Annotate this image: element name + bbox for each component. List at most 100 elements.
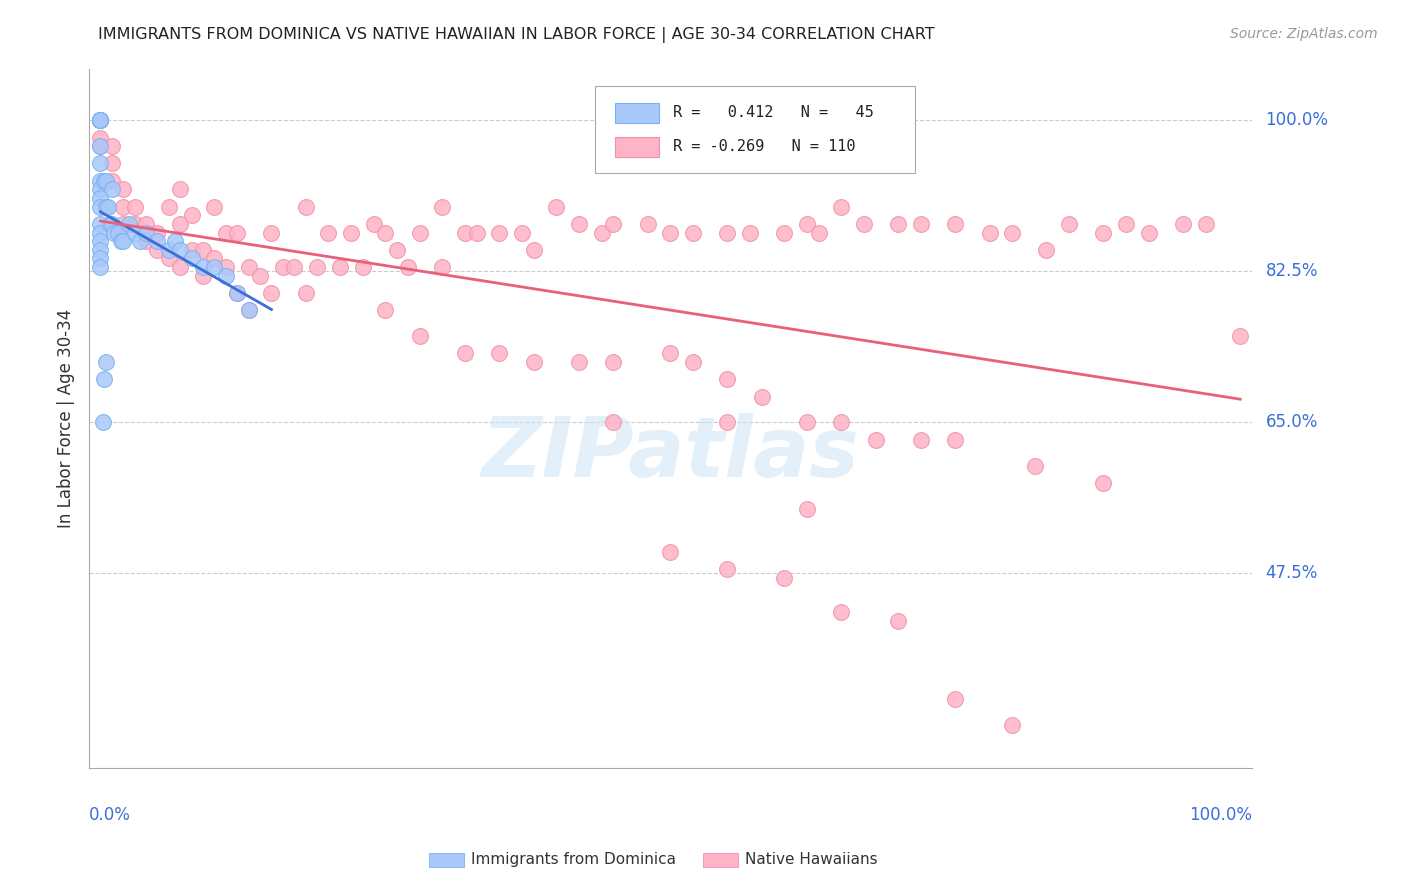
Point xyxy=(716,372,738,386)
Point xyxy=(146,226,169,240)
Point xyxy=(716,226,738,240)
Point xyxy=(943,433,966,447)
Point xyxy=(374,226,396,240)
Text: Native Hawaiians: Native Hawaiians xyxy=(745,853,877,867)
Point xyxy=(89,113,111,128)
Point xyxy=(488,226,510,240)
Point xyxy=(510,226,533,240)
Point xyxy=(352,260,374,274)
Point xyxy=(454,226,477,240)
Point xyxy=(89,217,111,231)
Point xyxy=(238,303,260,318)
Point xyxy=(101,156,124,170)
Point xyxy=(226,226,249,240)
Text: Source: ZipAtlas.com: Source: ZipAtlas.com xyxy=(1230,27,1378,41)
Point xyxy=(89,113,111,128)
Point xyxy=(107,226,129,240)
Point xyxy=(163,234,186,248)
Point xyxy=(103,226,125,240)
Point xyxy=(682,226,704,240)
Text: 65.0%: 65.0% xyxy=(1265,413,1317,432)
Point xyxy=(89,200,111,214)
Point xyxy=(374,303,396,318)
Point xyxy=(89,156,111,170)
Point xyxy=(157,243,180,257)
Point xyxy=(118,217,141,231)
Point xyxy=(523,355,546,369)
Point xyxy=(249,268,271,283)
Point xyxy=(318,226,340,240)
Point xyxy=(853,217,876,231)
Point xyxy=(96,200,118,214)
Point xyxy=(191,243,214,257)
Point xyxy=(260,285,283,300)
Point xyxy=(169,182,191,196)
Point xyxy=(169,260,191,274)
Point xyxy=(1001,226,1024,240)
Point xyxy=(204,260,226,274)
FancyBboxPatch shape xyxy=(595,86,914,173)
Point xyxy=(204,200,226,214)
Point xyxy=(226,285,249,300)
Point xyxy=(93,372,115,386)
Point xyxy=(112,234,135,248)
Point xyxy=(523,243,546,257)
Point xyxy=(716,562,738,576)
Point xyxy=(807,226,830,240)
Point xyxy=(568,355,591,369)
Point xyxy=(101,182,124,196)
Point xyxy=(157,252,180,266)
Point xyxy=(112,217,135,231)
Point xyxy=(101,139,124,153)
Point xyxy=(465,226,488,240)
Point xyxy=(146,243,169,257)
Point xyxy=(1092,475,1115,490)
Point xyxy=(89,174,111,188)
Point xyxy=(1024,458,1046,473)
Y-axis label: In Labor Force | Age 30-34: In Labor Force | Age 30-34 xyxy=(58,309,75,528)
Point xyxy=(191,268,214,283)
Point xyxy=(1173,217,1195,231)
Bar xyxy=(614,137,659,157)
Point xyxy=(1195,217,1218,231)
Text: 82.5%: 82.5% xyxy=(1265,262,1317,280)
Point xyxy=(1001,717,1024,731)
Point xyxy=(97,200,120,214)
Point xyxy=(89,243,111,257)
Point xyxy=(89,226,111,240)
Point xyxy=(135,217,157,231)
Point xyxy=(89,130,111,145)
Point xyxy=(129,234,152,248)
Point xyxy=(124,217,146,231)
Point xyxy=(979,226,1001,240)
Point xyxy=(89,139,111,153)
Point xyxy=(716,416,738,430)
Point xyxy=(135,226,157,240)
Point xyxy=(396,260,419,274)
Point xyxy=(96,174,118,188)
Point xyxy=(215,260,238,274)
Point xyxy=(830,416,852,430)
Point xyxy=(773,226,796,240)
Point xyxy=(98,217,121,231)
Point xyxy=(180,252,202,266)
Point xyxy=(215,226,238,240)
Point xyxy=(1092,226,1115,240)
Text: ZIPatlas: ZIPatlas xyxy=(481,413,859,493)
Point xyxy=(408,329,430,343)
Point xyxy=(135,234,157,248)
Point xyxy=(910,433,932,447)
Point xyxy=(1059,217,1081,231)
Point xyxy=(659,346,682,360)
Point xyxy=(89,191,111,205)
Point xyxy=(89,113,111,128)
Point xyxy=(89,260,111,274)
Point xyxy=(169,217,191,231)
Point xyxy=(169,243,191,257)
Point xyxy=(89,234,111,248)
Point xyxy=(943,691,966,706)
Point xyxy=(602,416,624,430)
Point xyxy=(385,243,408,257)
Point xyxy=(751,390,773,404)
Point xyxy=(110,234,132,248)
